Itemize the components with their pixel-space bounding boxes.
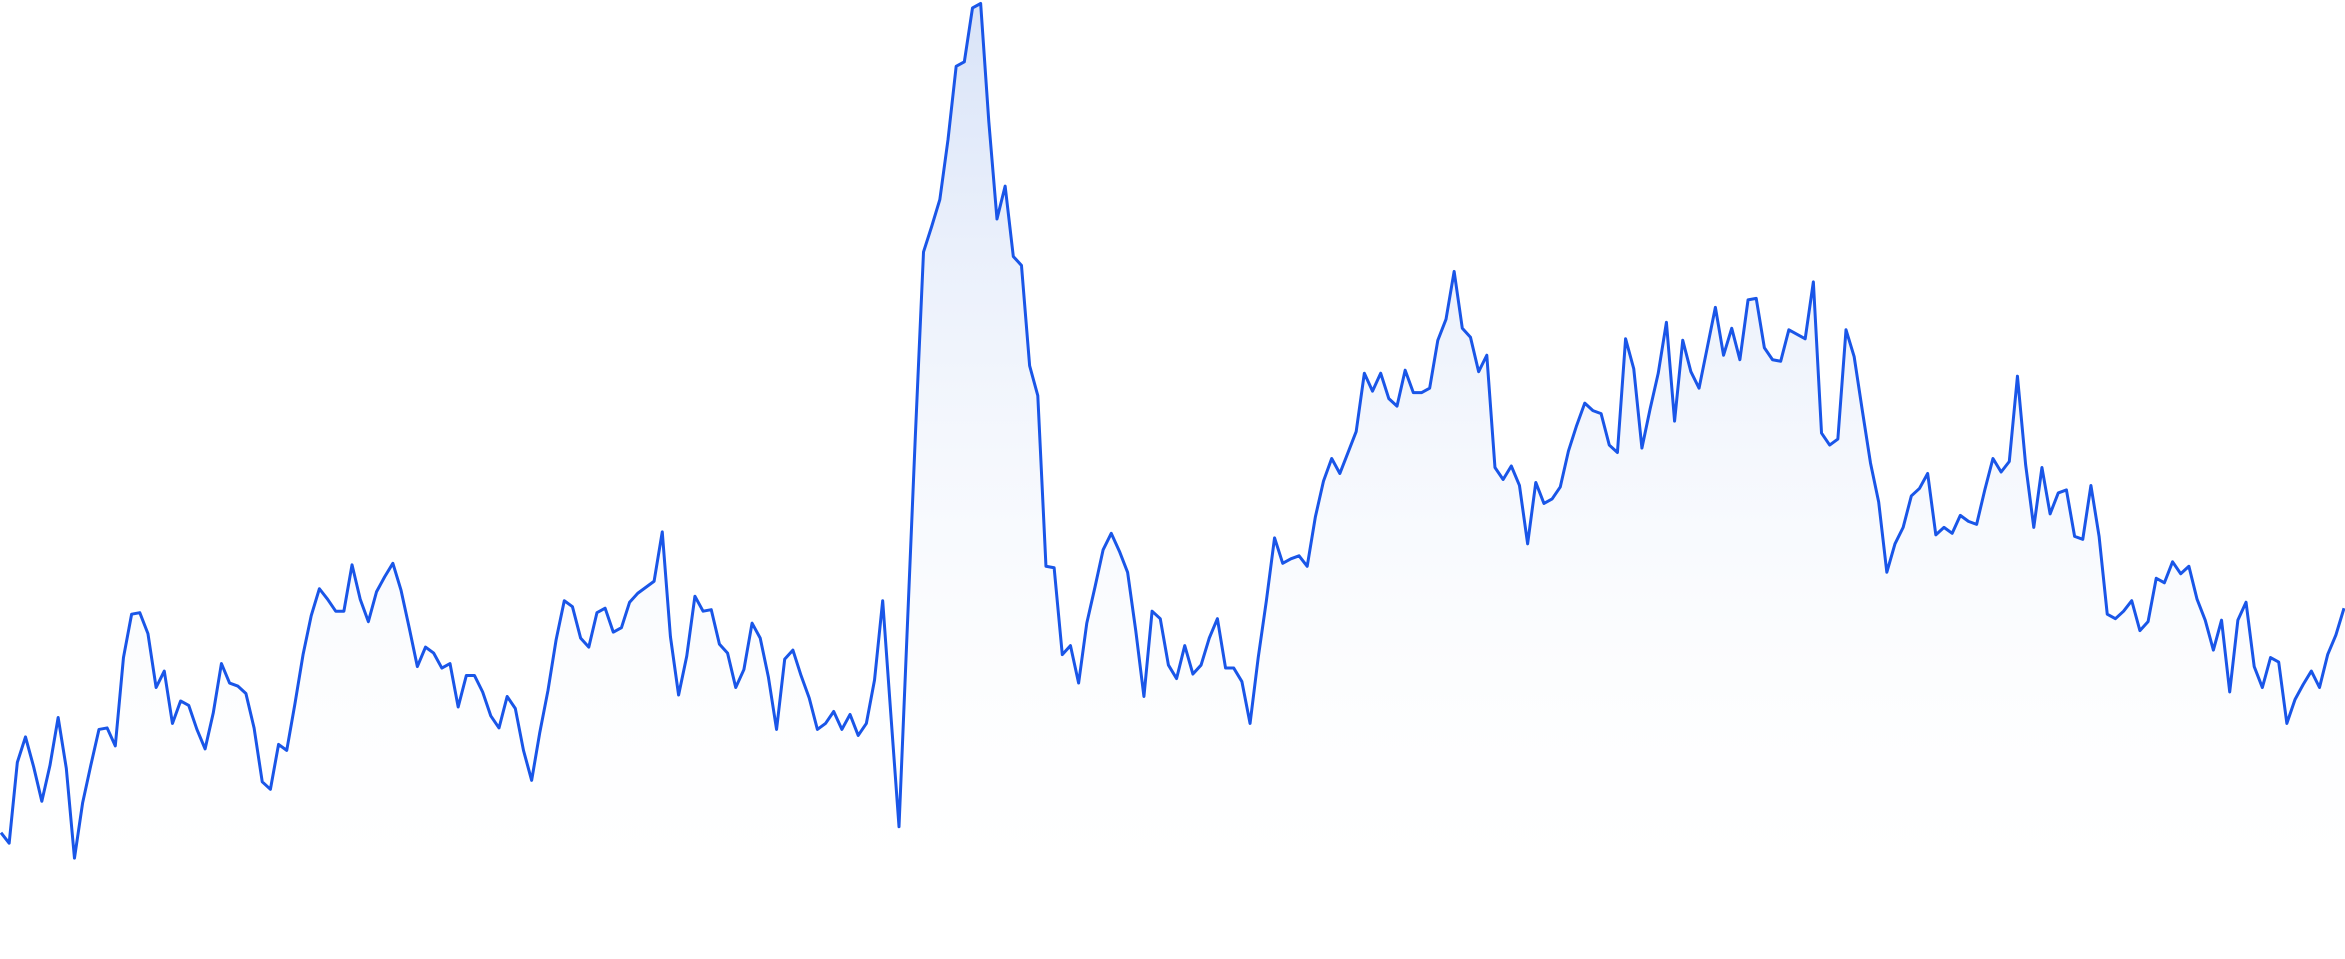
- area-fill: [1, 3, 2344, 930]
- line: [0, 2, 2345, 860]
